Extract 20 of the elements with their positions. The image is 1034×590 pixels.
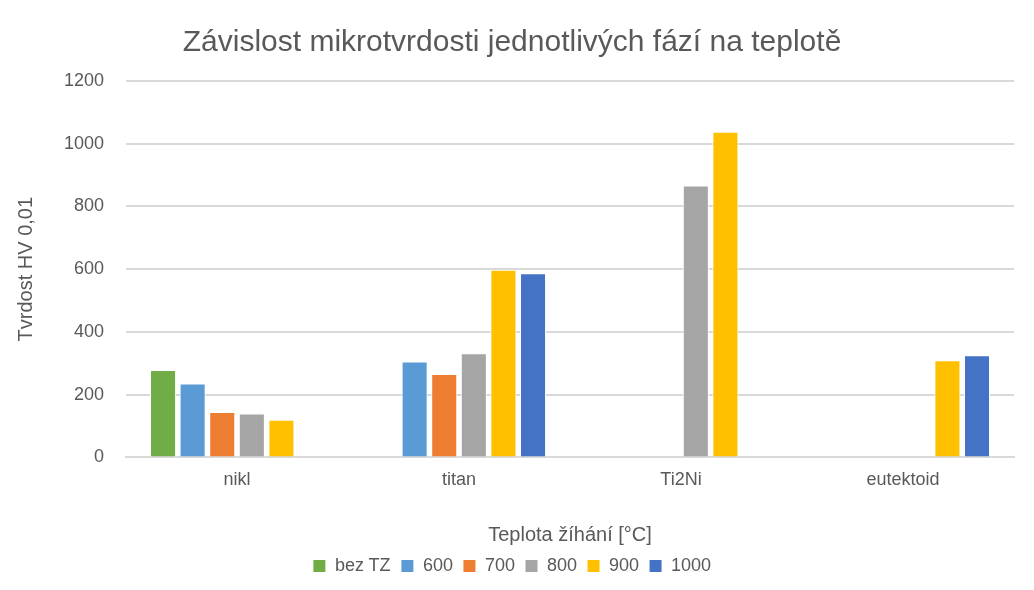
x-tick-label: nikl [223,469,251,490]
legend-label: 700 [484,554,515,575]
legend-label: 900 [609,554,640,575]
legend-label: 600 [422,554,453,575]
y-tick-label: 1000 [64,132,105,153]
legend-label: 800 [546,554,578,575]
y-tick-label: 400 [74,320,105,341]
x-axis-title: Teplota žíhání [°C] [488,522,652,545]
x-tick-label: Ti2Ni [660,469,702,490]
y-tick-label: 600 [74,258,105,279]
chart-title: Závislost mikrotvrdosti jednotlivých fází na teplotě [182,24,842,58]
legend-label: bez TZ [334,554,391,575]
legend-label: 1000 [671,554,712,575]
y-axis-title: Tvrdost HV 0,01 [13,196,36,342]
y-tick-label: 0 [94,446,105,467]
y-tick-label: 800 [74,195,105,216]
y-tick-label: 1200 [64,69,105,90]
x-tick-label: eutektoid [866,469,940,490]
y-tick-label: 200 [74,383,105,404]
x-tick-label: titan [442,469,477,490]
